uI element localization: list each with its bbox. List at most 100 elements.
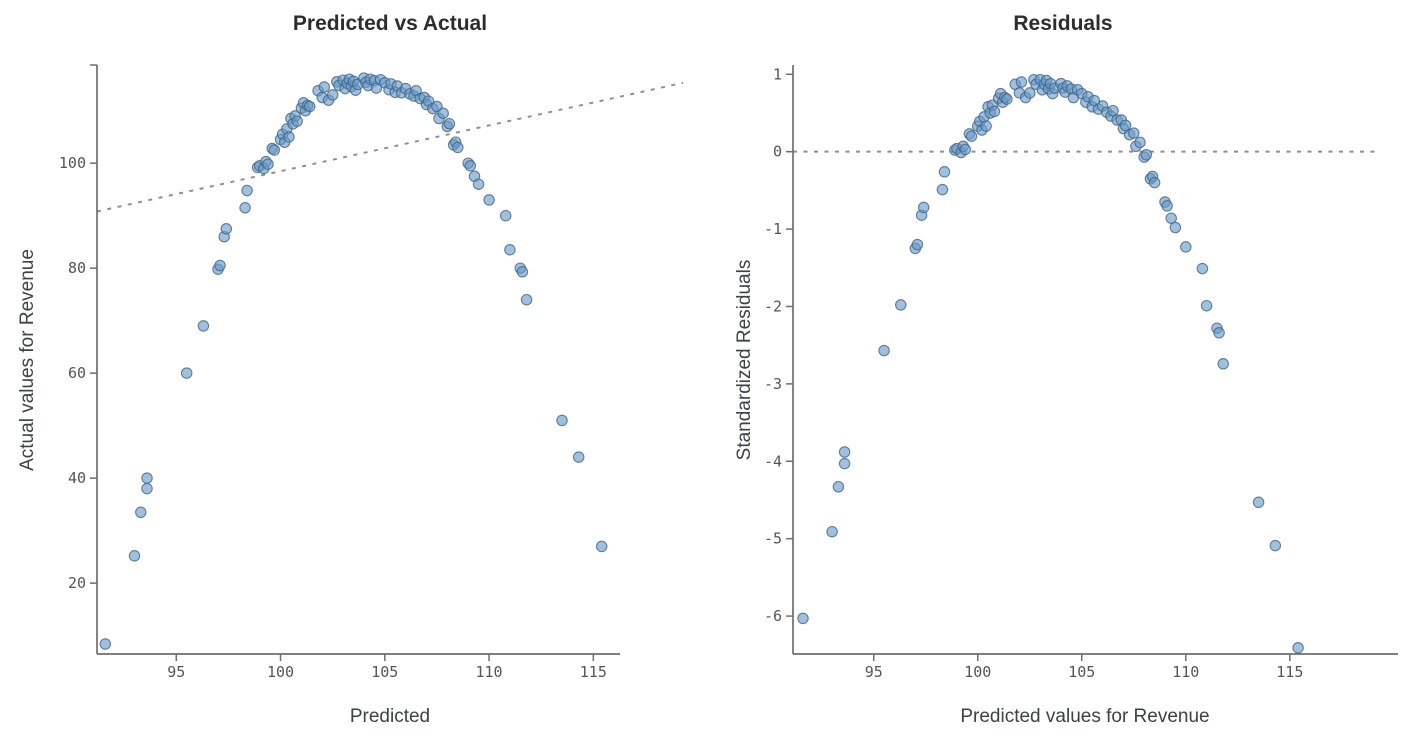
data-point xyxy=(483,194,495,206)
data-point xyxy=(1169,221,1182,234)
data-point xyxy=(262,158,274,170)
data-point xyxy=(980,120,992,132)
data-point xyxy=(141,482,153,495)
data-point xyxy=(1252,496,1265,509)
x-tick-label: 95 xyxy=(865,663,883,681)
data-point xyxy=(938,166,951,178)
data-point xyxy=(838,446,851,458)
data-point xyxy=(464,160,477,172)
data-point xyxy=(826,525,838,538)
x-tick-label: 110 xyxy=(1172,663,1199,681)
data-point xyxy=(135,506,147,519)
y-tick-label: 0 xyxy=(773,143,782,161)
y-tick-label: 40 xyxy=(68,469,86,487)
data-point xyxy=(1200,299,1213,312)
data-point xyxy=(595,540,608,553)
data-point xyxy=(239,202,251,214)
plot-area: 95 100 105 110 115 20 40 60 80 100 xyxy=(59,64,684,681)
x-tick-label: 100 xyxy=(964,663,991,681)
data-point xyxy=(1180,241,1192,253)
data-point xyxy=(268,144,281,156)
data-point xyxy=(572,451,585,463)
data-point xyxy=(878,344,890,357)
data-point xyxy=(504,244,516,256)
y-tick-label: -5 xyxy=(764,530,782,548)
data-point xyxy=(1217,358,1229,370)
data-point xyxy=(1292,642,1304,654)
data-point xyxy=(291,115,303,127)
data-point xyxy=(214,259,226,272)
data-point xyxy=(965,130,978,142)
x-tick-label: 100 xyxy=(267,663,294,681)
y-tick-label: 20 xyxy=(68,574,86,592)
data-point xyxy=(1107,104,1119,117)
data-point xyxy=(988,105,1001,118)
data-point xyxy=(1140,149,1153,161)
data-point xyxy=(318,81,331,93)
data-point xyxy=(128,550,141,562)
data-point xyxy=(180,367,193,379)
data-point xyxy=(1165,212,1177,224)
data-point xyxy=(556,414,568,427)
x-tick-label: 105 xyxy=(1068,663,1095,681)
y-tick-label: 1 xyxy=(773,65,782,83)
x-tick-label: 110 xyxy=(476,663,503,681)
chart-residuals: Residuals Predicted values for Revenue S… xyxy=(734,12,1398,727)
data-point xyxy=(499,209,512,222)
x-axis-title: Predicted values for Revenue xyxy=(960,706,1209,727)
data-point xyxy=(936,183,949,196)
data-point xyxy=(1148,176,1161,189)
data-point xyxy=(1024,87,1036,99)
reference-dashed-line xyxy=(96,81,684,213)
data-point xyxy=(1128,127,1140,139)
data-point xyxy=(1001,93,1013,105)
y-tick-label: -6 xyxy=(764,607,782,625)
data-point xyxy=(1015,76,1028,88)
data-point xyxy=(283,131,295,143)
y-tick-label: 100 xyxy=(59,154,86,172)
data-point xyxy=(1269,539,1282,552)
data-point xyxy=(241,184,253,197)
x-tick-label: 115 xyxy=(1276,663,1303,681)
data-point xyxy=(516,266,529,278)
chart-predicted-vs-actual: Predicted vs Actual Predicted Actual val… xyxy=(17,12,684,727)
data-point xyxy=(443,118,456,130)
y-tick-label: 60 xyxy=(68,364,86,382)
data-point xyxy=(797,612,809,625)
data-point xyxy=(1161,200,1173,212)
data-point xyxy=(832,481,845,493)
data-point xyxy=(911,238,924,251)
data-point xyxy=(959,143,972,156)
y-tick-label: -4 xyxy=(764,452,782,470)
data-point xyxy=(838,457,851,470)
data-point xyxy=(220,223,233,235)
chart-title: Residuals xyxy=(1013,12,1112,35)
data-point xyxy=(99,638,112,650)
x-axis-title: Predicted xyxy=(350,706,430,727)
data-point xyxy=(452,141,464,154)
plot-area: 95 100 105 110 115 1 0 -1 -2 -3 -4 -5 -6 xyxy=(764,65,1398,681)
data-point xyxy=(437,107,449,120)
data-point xyxy=(1213,327,1225,339)
data-point xyxy=(1196,262,1209,275)
data-point xyxy=(520,293,533,306)
data-point xyxy=(895,299,907,311)
chart-title: Predicted vs Actual xyxy=(293,12,487,35)
y-tick-label: -1 xyxy=(764,220,782,238)
data-point xyxy=(1134,136,1146,149)
data-point xyxy=(197,320,210,332)
x-tick-label: 95 xyxy=(167,663,185,681)
data-point xyxy=(472,178,485,190)
y-tick-label: 80 xyxy=(68,259,86,277)
y-axis-title: Actual values for Revenue xyxy=(17,249,38,471)
data-point xyxy=(141,472,153,484)
data-point xyxy=(917,201,930,214)
y-tick-label: -3 xyxy=(764,375,782,393)
data-point xyxy=(1119,119,1132,132)
y-tick-label: -2 xyxy=(764,297,782,315)
x-tick-label: 105 xyxy=(371,663,398,681)
data-point xyxy=(303,100,316,113)
y-axis-title: Standardized Residuals xyxy=(734,260,755,461)
